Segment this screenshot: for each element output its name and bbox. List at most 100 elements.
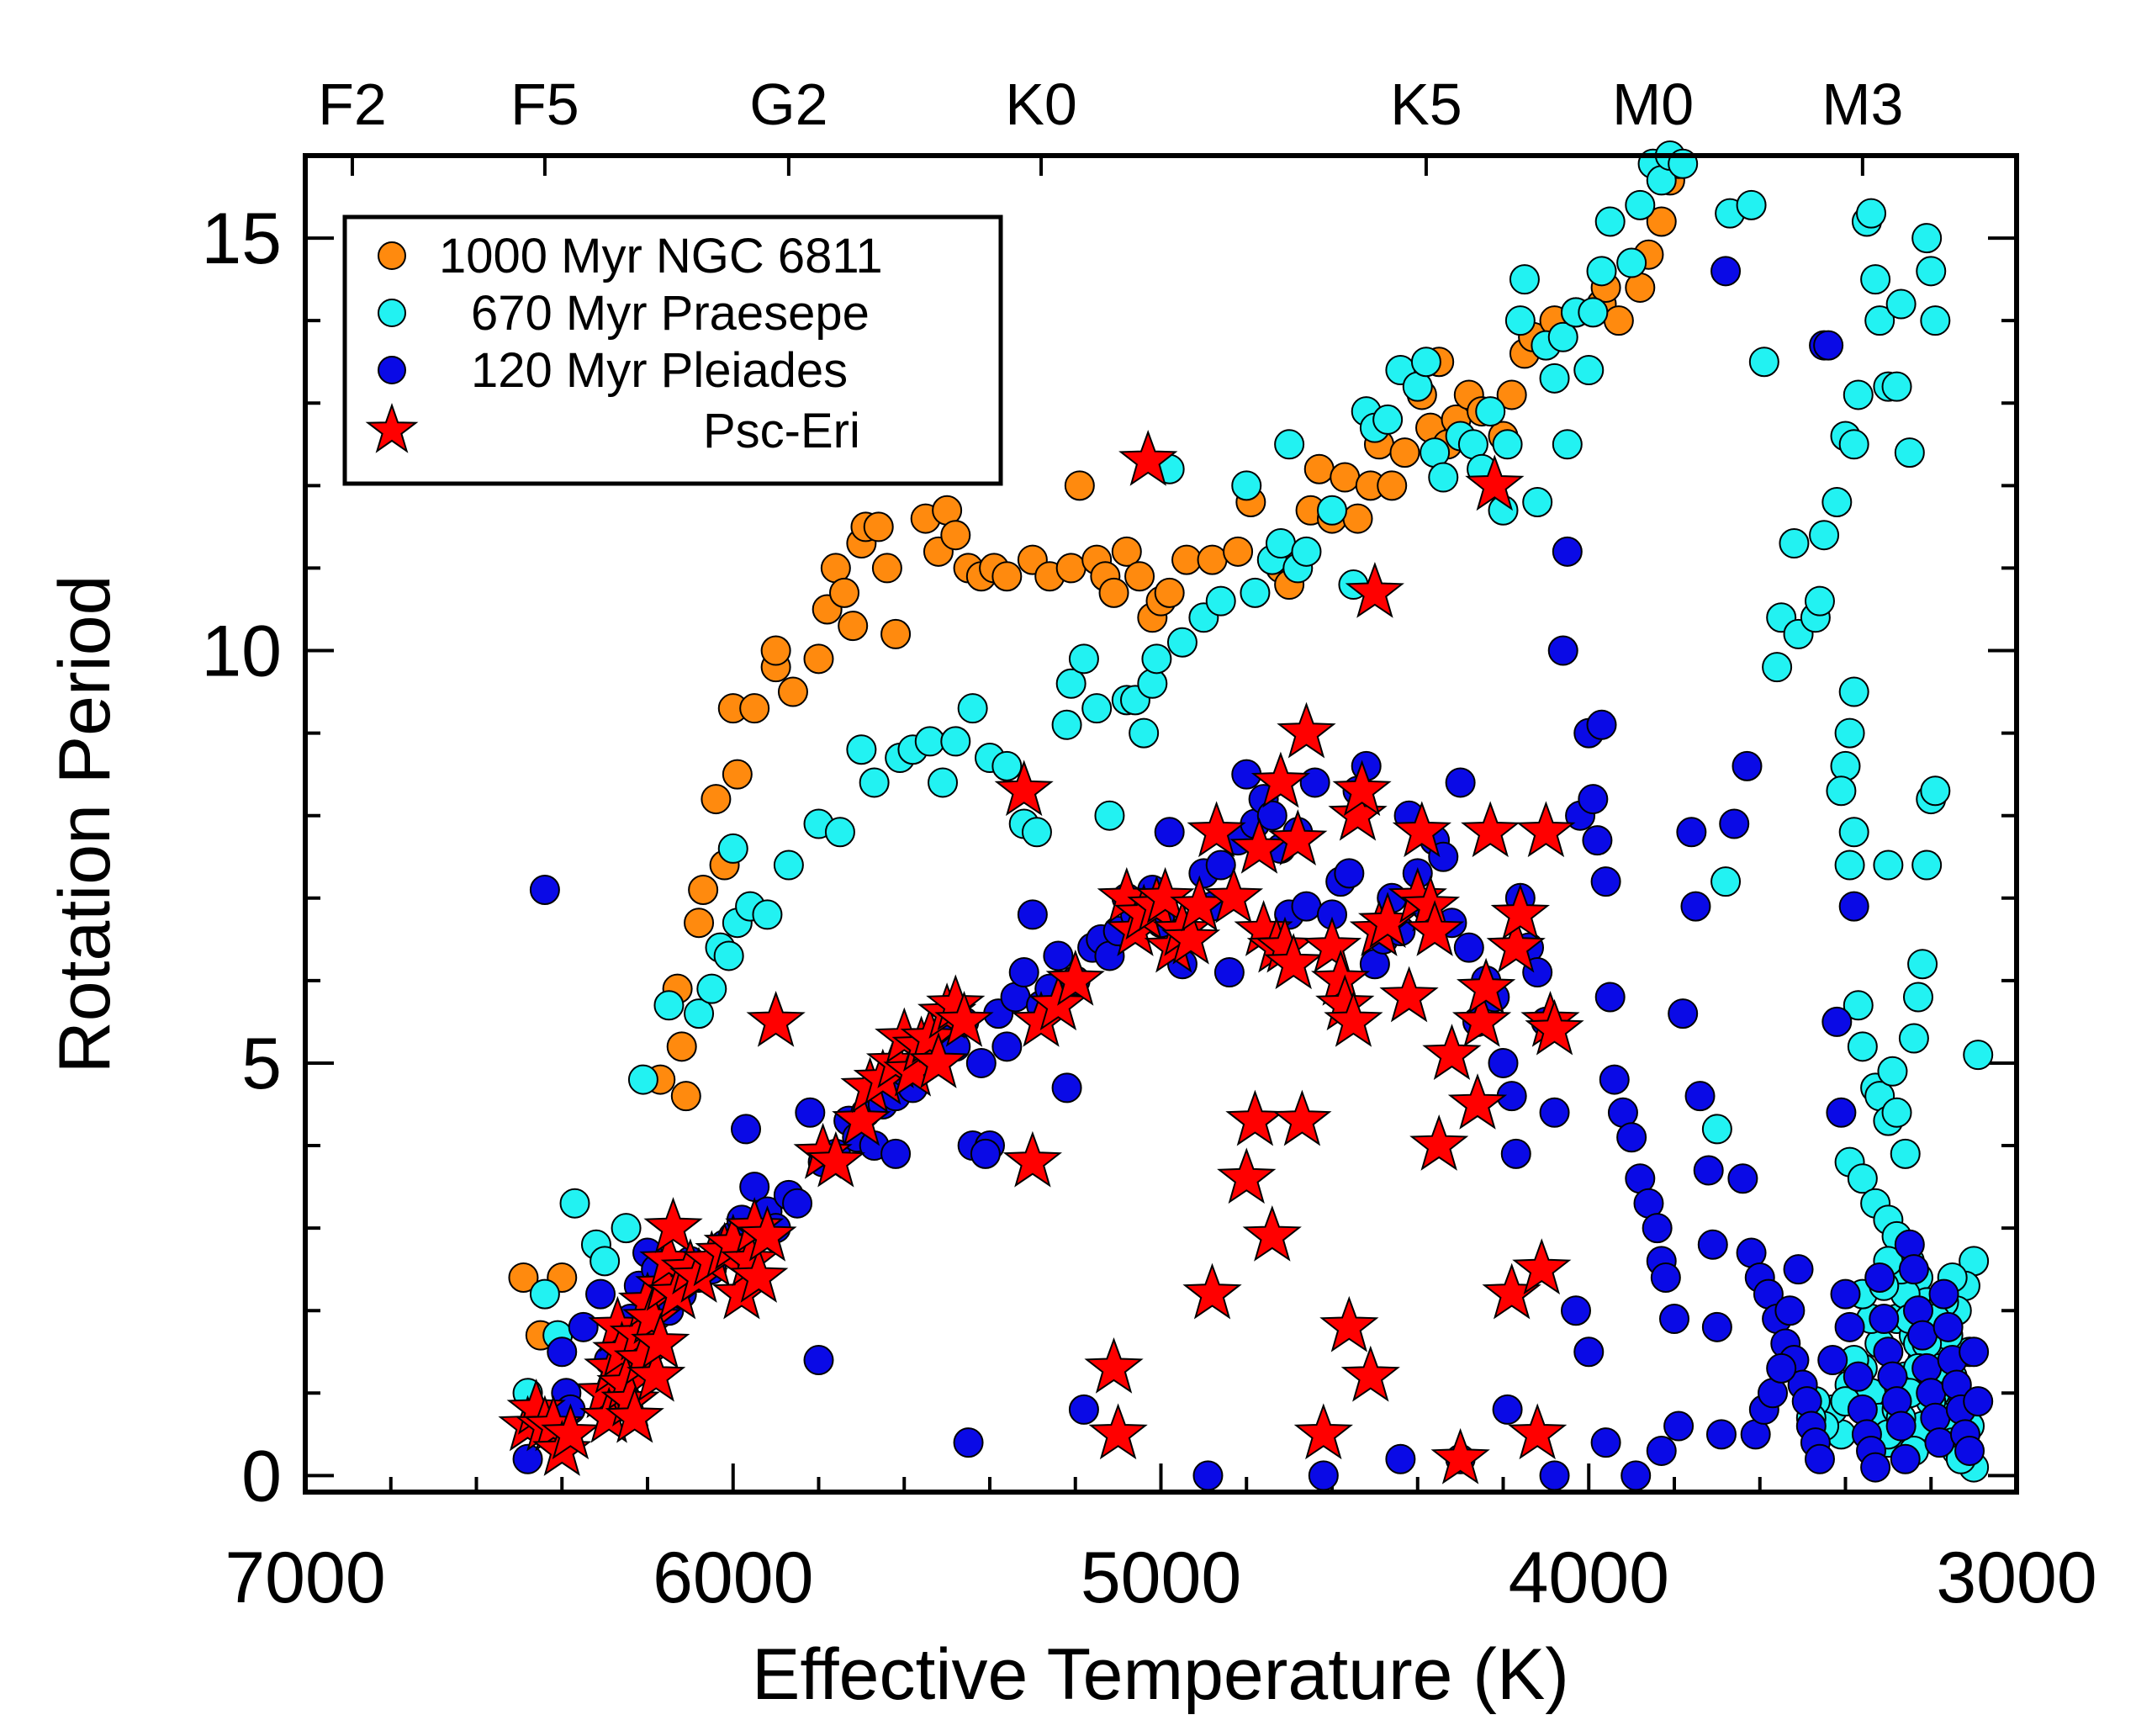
star-point (605, 1386, 664, 1443)
star-point (746, 990, 806, 1047)
spectral-type-label: M3 (1821, 71, 1903, 137)
circle-point (1817, 1345, 1848, 1376)
circle-point (1680, 891, 1711, 922)
circle-point (795, 1097, 826, 1128)
circle-point (1299, 767, 1330, 798)
tick-labels: 7000 6000 5000 4000 3000 0 5 10 15 F2 F5 G2 K0 K5 M0 M3 (201, 71, 2096, 1618)
star-point (1268, 809, 1328, 865)
circle-point (1573, 355, 1605, 386)
circle-point (1821, 1006, 1853, 1037)
circle-point (1017, 899, 1048, 930)
star-point (1516, 801, 1576, 858)
circle-point (1701, 1311, 1732, 1342)
circle-point (1124, 561, 1155, 592)
circle-point (1659, 1304, 1689, 1335)
circle-point (880, 1138, 912, 1169)
circle-point (670, 1081, 701, 1112)
star-point (1405, 900, 1465, 956)
circle-point (568, 1311, 599, 1342)
circle-point (1813, 330, 1844, 361)
circle-point (991, 1031, 1023, 1062)
circle-point (1881, 1386, 1912, 1417)
circle-point (1539, 1097, 1570, 1128)
circle-point (1856, 198, 1887, 229)
circle-point (914, 726, 945, 757)
circle-point (1205, 849, 1236, 881)
legend-label: 1000 Myr NGC 6811 (439, 229, 883, 283)
star-point (1217, 1147, 1277, 1204)
circle-point (1834, 849, 1865, 881)
circle-point (1154, 577, 1185, 608)
y-tick-label: 0 (241, 1436, 282, 1516)
circle-point (1231, 470, 1262, 501)
circle-point (1492, 1394, 1523, 1425)
circle-point (1705, 1419, 1737, 1450)
circle-point (803, 1345, 834, 1376)
circle-point (1578, 297, 1609, 328)
circle-point (1954, 1435, 1985, 1466)
circle-point (1291, 536, 1322, 567)
circle-point (803, 643, 834, 675)
circle-point (1274, 429, 1305, 460)
spectral-type-label: G2 (749, 71, 827, 137)
circle-point (1898, 1023, 1929, 1054)
circle-point (1539, 363, 1570, 394)
circle-point (1719, 808, 1750, 839)
circle-point (1830, 1278, 1861, 1310)
circle-point (1916, 256, 1947, 287)
circle-point (1504, 305, 1536, 336)
circle-point (1492, 429, 1523, 460)
circle-point (1663, 1410, 1695, 1442)
star-point (1332, 760, 1392, 817)
circle-point (1256, 800, 1287, 831)
circle-point (1847, 1163, 1878, 1194)
circle-point (1920, 775, 1951, 807)
circle-point (1963, 1040, 1994, 1071)
circle-point (957, 693, 988, 724)
circle-point (627, 1064, 658, 1095)
circle-point (722, 759, 753, 790)
star-point (1135, 866, 1195, 924)
circle-point (1877, 1361, 1908, 1392)
star-point (1379, 966, 1439, 1023)
circle-point (1552, 536, 1583, 567)
circle-point (1697, 1229, 1728, 1260)
spectral-type-label: K5 (1390, 71, 1462, 137)
circle-point (1616, 1122, 1647, 1153)
star-point (1451, 990, 1512, 1047)
circle-point (1068, 1394, 1099, 1425)
y-tick-label: 5 (241, 1024, 282, 1104)
circle-point (777, 676, 808, 707)
circle-point (1881, 371, 1912, 402)
star-point (1525, 998, 1584, 1056)
star-point (1045, 949, 1105, 1006)
circle-point (713, 940, 744, 971)
circle-point (1885, 288, 1917, 320)
circle-point (1410, 347, 1441, 378)
circle-point (1265, 528, 1296, 559)
circle-point (1890, 1138, 1921, 1169)
circle-point (824, 817, 855, 848)
star-point (1392, 801, 1451, 858)
star-point (1409, 1114, 1469, 1171)
circle-point (1522, 486, 1553, 517)
spectral-type-label: M0 (1612, 71, 1694, 137)
x-tick-label: 6000 (653, 1538, 813, 1618)
circle-point (590, 1246, 621, 1277)
star-point (1084, 1336, 1144, 1394)
circle-point (863, 511, 894, 542)
circle-point (1804, 585, 1835, 617)
star-point (994, 760, 1054, 817)
star-point (1242, 1204, 1302, 1262)
circle-point (717, 833, 748, 864)
circle-point (1830, 750, 1861, 781)
y-axis-title: Rotation Period (45, 575, 125, 1074)
circle-point (1701, 1114, 1732, 1145)
circle-point (1616, 247, 1647, 278)
circle-point (512, 1443, 543, 1474)
circle-point (1774, 1295, 1806, 1326)
circle-point (1838, 817, 1869, 848)
star-point (541, 1403, 600, 1460)
circle-point (1826, 1097, 1857, 1128)
star-point (1340, 1345, 1400, 1402)
